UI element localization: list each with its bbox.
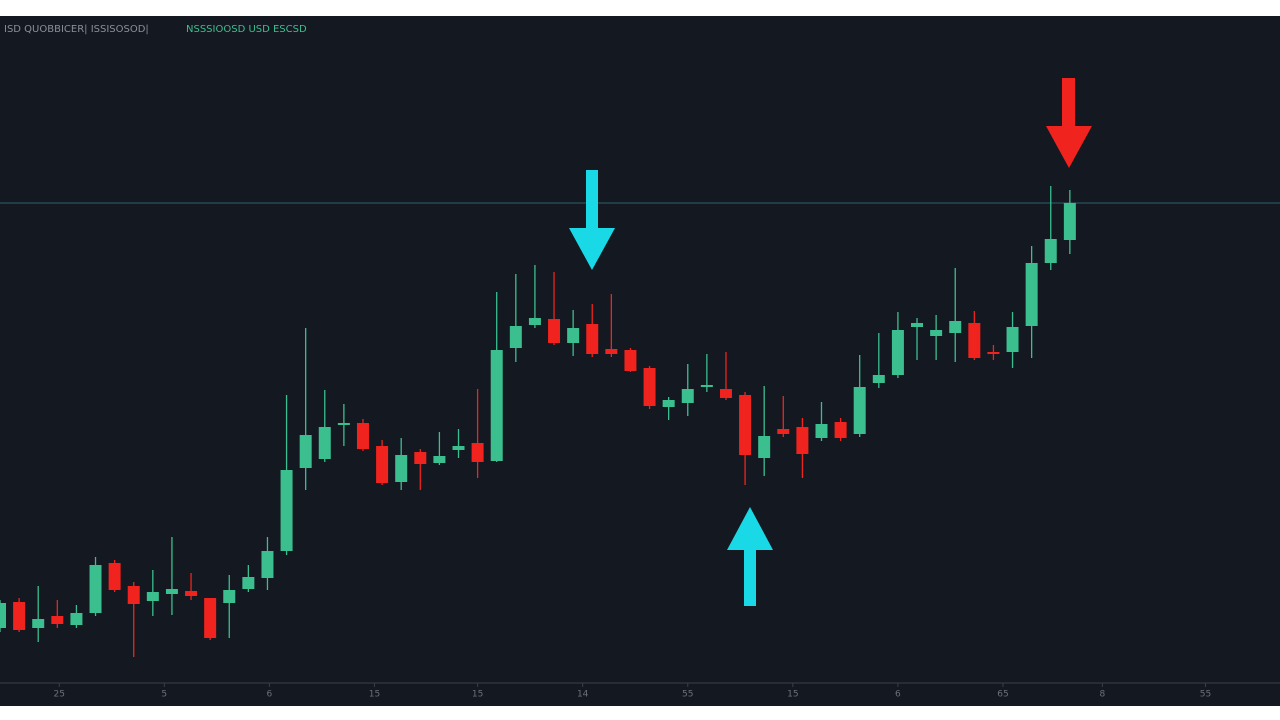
candle-body: [471, 443, 484, 462]
down-arrow: [569, 170, 615, 270]
candle-body: [70, 613, 83, 625]
chart-title: ISD QUOBBICER| ISSISOSOD|: [4, 24, 149, 35]
candle-body: [51, 616, 64, 624]
candle-body: [624, 350, 637, 371]
candle-body: [261, 551, 274, 578]
candle-body: [89, 565, 102, 613]
x-tick-label: 55: [1200, 690, 1211, 700]
candle-body: [13, 602, 26, 630]
candle-body: [872, 375, 885, 383]
candle-body: [643, 368, 656, 406]
candle-body: [911, 323, 924, 327]
x-tick-label: 5: [161, 690, 167, 700]
candle-body: [376, 446, 389, 483]
candle-body: [719, 389, 732, 398]
x-tick-label: 15: [369, 690, 380, 700]
candle-body: [949, 321, 962, 333]
candle-body: [758, 436, 771, 458]
candle-body: [528, 318, 541, 325]
candle-body: [318, 427, 331, 459]
x-tick-label: 15: [472, 690, 483, 700]
candle-body: [1063, 203, 1076, 240]
candle-body: [299, 435, 312, 468]
chart-background: [0, 16, 1280, 706]
x-tick-label: 14: [577, 690, 589, 700]
candle-body: [490, 350, 503, 461]
candle-body: [165, 589, 178, 594]
candle-body: [891, 330, 904, 375]
candle-body: [108, 563, 121, 590]
candle-body: [700, 385, 713, 387]
candle-body: [509, 326, 522, 348]
candle-body: [548, 319, 561, 343]
candle-body: [605, 349, 618, 354]
candle-body: [968, 323, 981, 358]
x-tick-label: 6: [895, 690, 901, 700]
candle-body: [1025, 263, 1038, 326]
plot: 25 5 6 15 15 14 55 15 6 65 8 55: [0, 186, 1280, 700]
candle-body: [586, 324, 599, 354]
down-arrow: [1046, 78, 1092, 168]
candle-body: [739, 395, 752, 455]
candle-body: [567, 328, 580, 343]
candle-body: [987, 352, 1000, 354]
x-tick-label: 25: [53, 690, 64, 700]
candle-body: [280, 470, 293, 551]
candle-body: [1006, 327, 1019, 352]
candle-body: [452, 446, 465, 450]
candle-body: [185, 591, 198, 596]
x-tick-label: 65: [997, 690, 1008, 700]
candle-body: [127, 586, 140, 604]
candle-body: [853, 387, 866, 434]
candle-body: [0, 603, 6, 628]
candle-body: [796, 427, 809, 454]
x-tick-label: 55: [682, 690, 693, 700]
candle-body: [1044, 239, 1057, 263]
candle-body: [777, 429, 790, 434]
candle-body: [204, 598, 217, 638]
candle-body: [242, 577, 255, 589]
candle-body: [32, 619, 45, 628]
up-arrow: [727, 507, 773, 606]
candle-body: [395, 455, 408, 482]
candle-body: [356, 423, 369, 449]
candle-body: [834, 422, 847, 438]
candle-body: [146, 592, 159, 601]
candle-body: [930, 330, 943, 336]
candle-body: [815, 424, 828, 438]
chart-subtitle: NSSSIOOSD USD ESCSD: [186, 24, 307, 35]
candle-body: [414, 452, 427, 464]
candle-body: [662, 400, 675, 407]
candle-body: [681, 389, 694, 403]
candle-body: [223, 590, 236, 603]
candle-body: [337, 423, 350, 425]
x-tick-label: 8: [1099, 690, 1105, 700]
candle-body: [433, 456, 446, 463]
x-tick-label: 6: [267, 690, 273, 700]
x-tick-label: 15: [787, 690, 798, 700]
